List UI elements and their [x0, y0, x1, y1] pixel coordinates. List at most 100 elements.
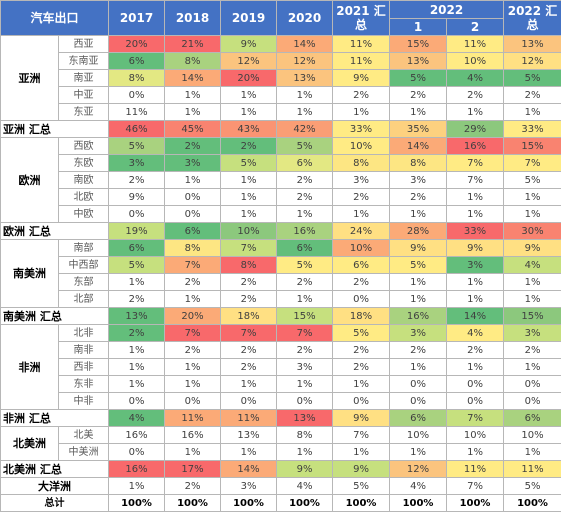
value-cell: 13% [389, 52, 448, 70]
value-cell: 11% [446, 460, 505, 478]
value-cell: 1% [164, 443, 222, 461]
value-cell: 14% [220, 460, 278, 478]
value-cell: 10% [503, 426, 561, 444]
value-cell: 6% [276, 154, 334, 172]
value-cell: 6% [389, 409, 448, 427]
table-row: 南亚 8% 14% 20% 13% 9% 5% 4% 5% [1, 69, 561, 87]
table-row: 东亚 11% 1% 1% 1% 1% 1% 1% 1% [1, 103, 561, 121]
value-cell: 0% [446, 392, 505, 410]
value-cell: 14% [446, 307, 505, 325]
value-cell: 1% [220, 171, 278, 189]
subregion-label: 北欧 [57, 188, 110, 206]
value-cell: 2% [503, 86, 561, 104]
value-cell: 1% [446, 205, 505, 223]
subregion-label: 北部 [57, 290, 110, 308]
region-label: 南美洲 [0, 239, 59, 308]
value-cell: 4% [503, 256, 561, 274]
value-cell: 1% [503, 205, 561, 223]
value-cell: 12% [220, 52, 278, 70]
region-total-label: 南美洲 汇总 [0, 307, 110, 325]
value-cell: 11% [220, 409, 278, 427]
value-cell: 10% [220, 222, 278, 240]
value-cell: 2% [108, 324, 166, 342]
table-body: 亚洲 西亚 20% 21% 9% 14% 11% 15% 11% 13% 东南亚 6% 8% 12% 12%… [0, 35, 561, 512]
col-header-2022: 2022 [389, 0, 505, 19]
value-cell: 1% [108, 273, 166, 291]
value-cell: 4% [389, 477, 448, 495]
value-cell: 9% [220, 35, 278, 53]
value-cell: 19% [108, 222, 166, 240]
value-cell: 13% [276, 409, 334, 427]
value-cell: 3% [220, 477, 278, 495]
value-cell: 16% [164, 426, 222, 444]
value-cell: 1% [332, 103, 391, 121]
table-row: 南美洲 南部 6% 8% 7% 6% 10% 9% 9% 9% [0, 239, 561, 308]
value-cell: 0% [164, 205, 222, 223]
value-cell: 5% [108, 256, 166, 274]
value-cell: 20% [108, 35, 166, 53]
value-cell: 5% [276, 256, 334, 274]
col-header-2017: 2017 [108, 0, 166, 36]
value-cell: 1% [389, 273, 448, 291]
col-header-2022-month-2: 2 [446, 18, 505, 36]
value-cell: 100% [446, 494, 505, 512]
value-cell: 2% [446, 86, 505, 104]
table-row: 非洲 北非 2% 7% 7% 7% 5% 3% 4% 3% [0, 324, 561, 410]
value-cell: 0% [389, 392, 448, 410]
value-cell: 100% [503, 494, 561, 512]
value-cell: 12% [276, 52, 334, 70]
table-row: 北欧 9% 0% 1% 2% 2% 2% 1% 1% [1, 188, 561, 206]
value-cell: 1% [446, 188, 505, 206]
value-cell: 0% [164, 188, 222, 206]
value-cell: 1% [503, 358, 561, 376]
region-label: 欧洲 [0, 137, 59, 223]
value-cell: 1% [389, 443, 448, 461]
region-label: 北美洲 [0, 426, 59, 461]
value-cell: 7% [220, 324, 278, 342]
value-cell: 7% [446, 477, 505, 495]
value-cell: 1% [276, 290, 334, 308]
value-cell: 1% [276, 86, 334, 104]
value-cell: 1% [108, 358, 166, 376]
value-cell: 2% [503, 341, 561, 359]
value-cell: 11% [332, 52, 391, 70]
value-cell: 2% [332, 358, 391, 376]
value-cell: 1% [220, 103, 278, 121]
region-total-row: 亚洲 汇总 46% 45% 43% 42% 33% 35% 29% 33% [0, 120, 561, 138]
value-cell: 9% [503, 239, 561, 257]
value-cell: 14% [164, 69, 222, 87]
value-cell: 3% [503, 324, 561, 342]
value-cell: 1% [164, 171, 222, 189]
value-cell: 7% [332, 426, 391, 444]
value-cell: 2% [446, 341, 505, 359]
value-cell: 11% [108, 103, 166, 121]
subregion-label: 东南亚 [57, 52, 110, 70]
value-cell: 3% [276, 358, 334, 376]
value-cell: 16% [108, 460, 166, 478]
value-cell: 3% [446, 256, 505, 274]
value-cell: 100% [220, 494, 278, 512]
value-cell: 0% [503, 392, 561, 410]
value-cell: 8% [164, 239, 222, 257]
value-cell: 1% [503, 273, 561, 291]
value-cell: 7% [164, 256, 222, 274]
value-cell: 8% [164, 52, 222, 70]
value-cell: 1% [108, 477, 166, 495]
value-cell: 16% [446, 137, 505, 155]
value-cell: 6% [276, 239, 334, 257]
value-cell: 7% [446, 154, 505, 172]
value-cell: 15% [389, 35, 448, 53]
value-cell: 1% [164, 290, 222, 308]
table-row: 东欧 3% 3% 5% 6% 8% 8% 7% 7% [1, 154, 561, 172]
value-cell: 7% [446, 409, 505, 427]
value-cell: 4% [108, 409, 166, 427]
value-cell: 18% [332, 307, 391, 325]
value-cell: 2% [108, 290, 166, 308]
value-cell: 2% [220, 358, 278, 376]
value-cell: 0% [276, 392, 334, 410]
subregion-label: 中亚 [57, 86, 110, 104]
value-cell: 24% [332, 222, 391, 240]
value-cell: 0% [503, 375, 561, 393]
value-cell: 11% [164, 409, 222, 427]
table-row: 中西部 5% 7% 8% 5% 6% 5% 3% 4% [1, 256, 561, 274]
